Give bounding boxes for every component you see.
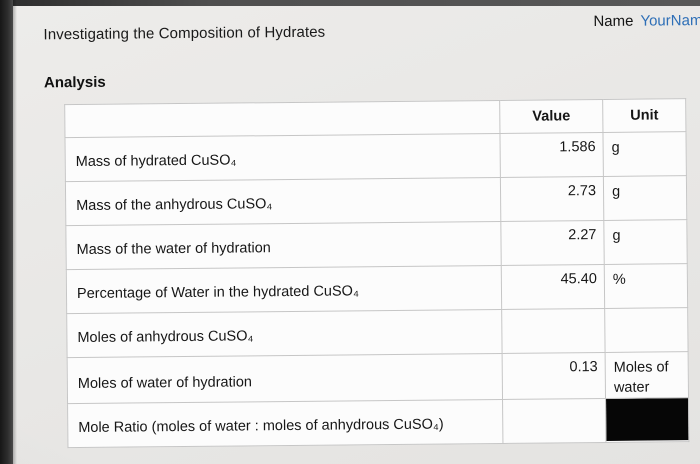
table-row: Mass of the water of hydration 2.27 g: [65, 219, 688, 270]
table-row: Mole Ratio (moles of water : moles of an…: [67, 397, 689, 448]
value-cell[interactable]: [502, 398, 606, 444]
row-label: Mass of hydrated CuSO₄: [64, 133, 501, 182]
unit-column-header: Unit: [602, 98, 686, 133]
row-label: Mole Ratio (moles of water : moles of an…: [67, 399, 503, 448]
value-cell[interactable]: 0.13: [502, 352, 606, 400]
unit-cell[interactable]: Moles of water: [605, 351, 689, 399]
row-label: Moles of water of hydration: [67, 353, 503, 404]
value-cell[interactable]: 2.27: [500, 220, 605, 266]
redaction-box: [606, 398, 689, 442]
unit-cell-redacted[interactable]: [605, 397, 689, 443]
row-label: Mass of the water of hydration: [65, 221, 502, 270]
unit-cell[interactable]: g: [603, 175, 687, 221]
value-cell[interactable]: 2.73: [500, 176, 604, 222]
screen-bezel-left: [0, 0, 17, 464]
screen-bezel-top: [0, 0, 700, 6]
table-row: Moles of water of hydration 0.13 Moles o…: [67, 351, 689, 404]
row-label: Moles of anhydrous CuSO₄: [66, 309, 503, 358]
value-cell[interactable]: 1.586: [499, 132, 604, 178]
unit-cell[interactable]: [604, 307, 689, 353]
unit-cell[interactable]: g: [603, 219, 688, 265]
table-row: Mass of hydrated CuSO₄ 1.586 g: [64, 131, 687, 182]
value-column-header: Value: [499, 99, 603, 134]
name-value[interactable]: YourNam: [640, 12, 700, 30]
unit-cell[interactable]: g: [602, 131, 687, 177]
name-label: Name: [593, 12, 634, 31]
worksheet-header: Investigating the Composition of Hydrate…: [43, 12, 700, 52]
worksheet-page: Investigating the Composition of Hydrate…: [11, 2, 700, 464]
value-cell[interactable]: 45.40: [501, 264, 605, 310]
page-title: Investigating the Composition of Hydrate…: [43, 23, 326, 44]
row-label: Percentage of Water in the hydrated CuSO…: [66, 265, 502, 314]
name-field: Name YourNam: [593, 12, 700, 30]
row-label: Mass of the anhydrous CuSO₄: [65, 177, 501, 226]
section-heading-analysis: Analysis: [43, 73, 106, 92]
unit-cell[interactable]: %: [604, 263, 688, 309]
analysis-table: Value Unit Mass of hydrated CuSO₄ 1.586 …: [64, 98, 690, 449]
value-cell[interactable]: [501, 308, 606, 354]
table-row: Moles of anhydrous CuSO₄: [66, 307, 689, 358]
label-column-header: [64, 100, 500, 138]
table-row: Percentage of Water in the hydrated CuSO…: [66, 263, 688, 314]
table-row: Mass of the anhydrous CuSO₄ 2.73 g: [65, 175, 687, 226]
